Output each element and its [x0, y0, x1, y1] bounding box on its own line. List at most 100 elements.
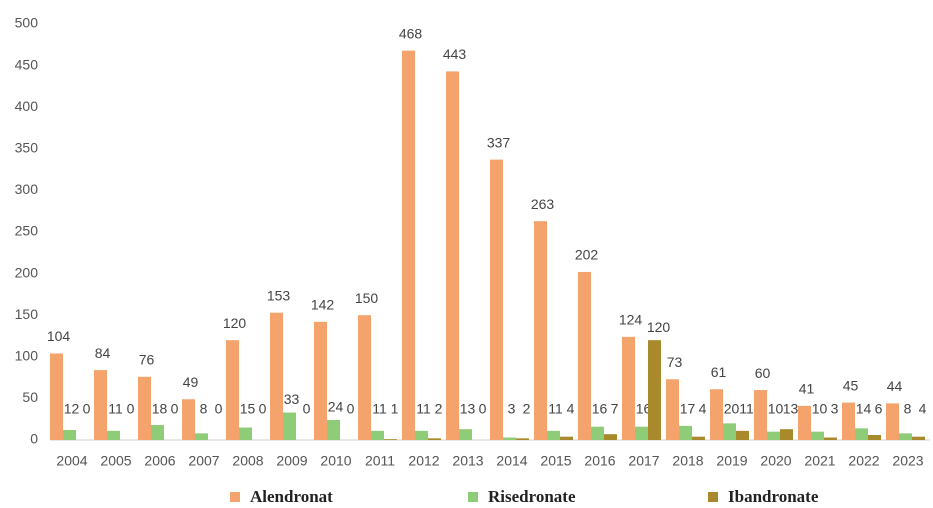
data-label: 7 [611, 401, 619, 417]
data-label: 2 [435, 401, 443, 417]
legend-label: Alendronat [250, 487, 333, 506]
bar [679, 425, 692, 440]
bar [635, 426, 648, 440]
y-tick-label: 200 [15, 264, 39, 280]
data-label: 104 [47, 328, 71, 344]
x-tick-label: 2011 [365, 453, 395, 469]
x-tick-label: 2021 [804, 453, 835, 469]
data-label: 468 [399, 25, 423, 41]
bar [578, 271, 591, 440]
x-tick-label: 2013 [452, 453, 483, 469]
data-label: 8 [200, 401, 208, 417]
data-label: 120 [223, 315, 247, 331]
x-tick-label: 2007 [188, 453, 219, 469]
data-label: 11 [416, 401, 431, 417]
data-label: 263 [531, 196, 555, 212]
bar [490, 159, 503, 440]
bar [239, 427, 252, 440]
bar [622, 336, 635, 440]
bar [63, 430, 76, 440]
y-tick-label: 500 [15, 15, 39, 31]
x-tick-label: 2020 [760, 453, 791, 469]
bar [459, 429, 472, 440]
data-label: 337 [487, 134, 511, 150]
bar [710, 389, 723, 440]
data-label: 0 [347, 401, 355, 417]
data-label: 44 [887, 378, 903, 394]
x-tick-label: 2004 [56, 453, 87, 469]
bar [314, 321, 327, 440]
data-label: 0 [215, 401, 223, 417]
data-label: 10 [768, 401, 784, 417]
data-label: 18 [152, 401, 168, 417]
data-label: 24 [328, 399, 344, 415]
data-label: 4 [919, 401, 927, 417]
bar [560, 436, 573, 440]
bar [736, 430, 749, 440]
bar [94, 370, 107, 440]
data-label: 41 [799, 381, 815, 397]
data-label: 0 [127, 401, 135, 417]
data-label: 150 [355, 290, 379, 306]
data-label: 120 [647, 319, 671, 335]
y-tick-label: 100 [15, 348, 39, 364]
y-tick-label: 50 [22, 389, 38, 405]
data-label: 3 [508, 401, 516, 417]
bar [534, 221, 547, 440]
bar [692, 436, 705, 440]
data-label: 13 [783, 401, 799, 417]
x-tick-label: 2023 [892, 453, 923, 469]
data-label: 20 [724, 401, 740, 417]
data-label: 202 [575, 247, 599, 263]
x-tick-label: 2010 [320, 453, 351, 469]
data-label: 0 [171, 401, 179, 417]
bar [402, 50, 415, 441]
data-label: 60 [755, 365, 771, 381]
data-label: 2 [523, 401, 531, 417]
bar [780, 429, 793, 440]
data-label: 8 [904, 401, 912, 417]
data-label: 4 [567, 401, 575, 417]
bar [842, 402, 855, 440]
data-label: 11 [372, 401, 387, 417]
data-label: 84 [95, 345, 111, 361]
bar [428, 438, 441, 440]
bar [855, 428, 868, 440]
y-tick-label: 0 [30, 431, 38, 447]
bar [648, 340, 661, 440]
bar [754, 390, 767, 440]
data-label: 61 [711, 364, 727, 380]
bar [516, 438, 529, 440]
data-label: 1 [391, 401, 399, 417]
bar [195, 433, 208, 440]
data-label: 3 [831, 401, 839, 417]
x-tick-label: 2019 [716, 453, 747, 469]
data-label: 142 [311, 297, 335, 313]
data-label: 0 [83, 401, 91, 417]
bar [50, 353, 63, 440]
x-tick-label: 2017 [628, 453, 659, 469]
bar [151, 425, 164, 440]
y-tick-label: 450 [15, 56, 39, 72]
x-tick-label: 2016 [584, 453, 615, 469]
bar [270, 312, 283, 440]
bar [107, 430, 120, 440]
bar [723, 423, 736, 440]
data-label: 14 [856, 401, 872, 417]
x-tick-label: 2018 [672, 453, 703, 469]
bar [666, 379, 679, 440]
data-label: 0 [303, 401, 311, 417]
data-label: 16 [592, 401, 608, 417]
data-label: 4 [699, 401, 707, 417]
data-label: 11 [548, 401, 563, 417]
bar [138, 376, 151, 440]
bar [446, 71, 459, 440]
y-tick-label: 250 [15, 223, 39, 239]
legend-swatch [230, 492, 240, 502]
x-tick-label: 2008 [232, 453, 263, 469]
x-tick-label: 2022 [848, 453, 879, 469]
data-label: 12 [64, 401, 80, 417]
y-tick-label: 350 [15, 140, 39, 156]
bar [868, 435, 881, 440]
